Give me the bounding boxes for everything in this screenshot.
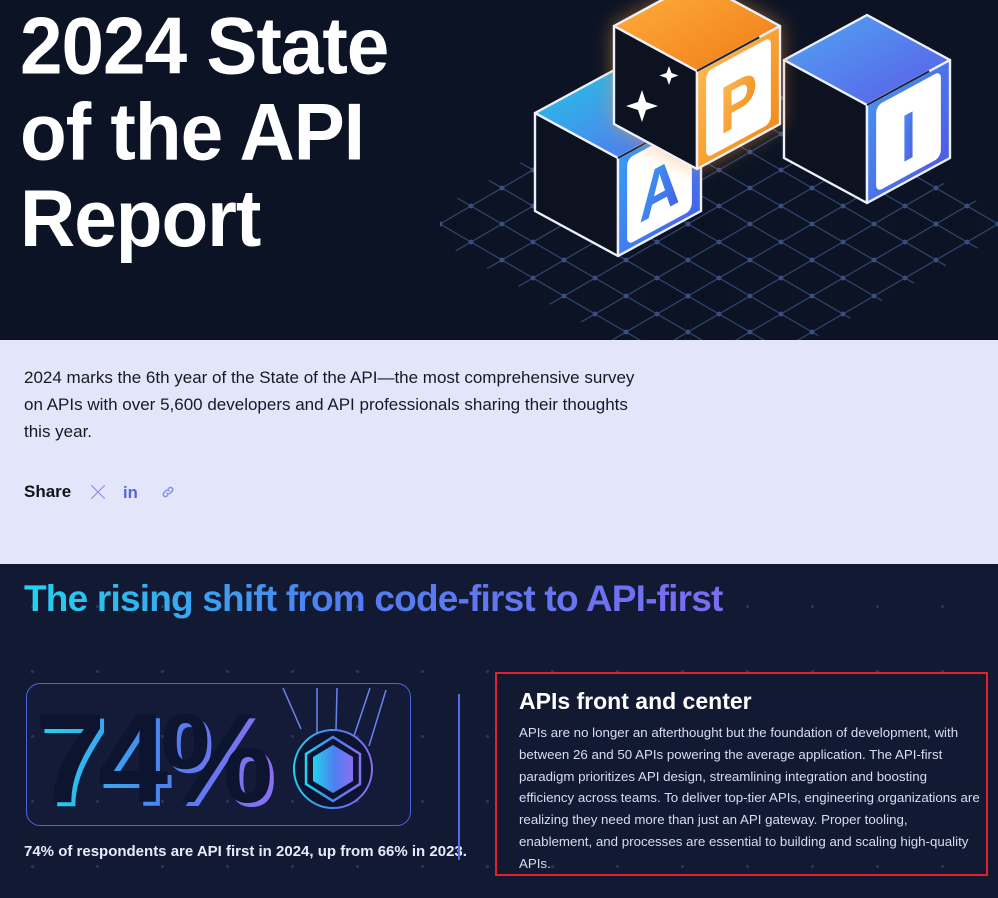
svg-text:I: I [901, 95, 917, 178]
svg-text:in: in [123, 483, 138, 502]
svg-text:74%: 74% [35, 687, 270, 827]
